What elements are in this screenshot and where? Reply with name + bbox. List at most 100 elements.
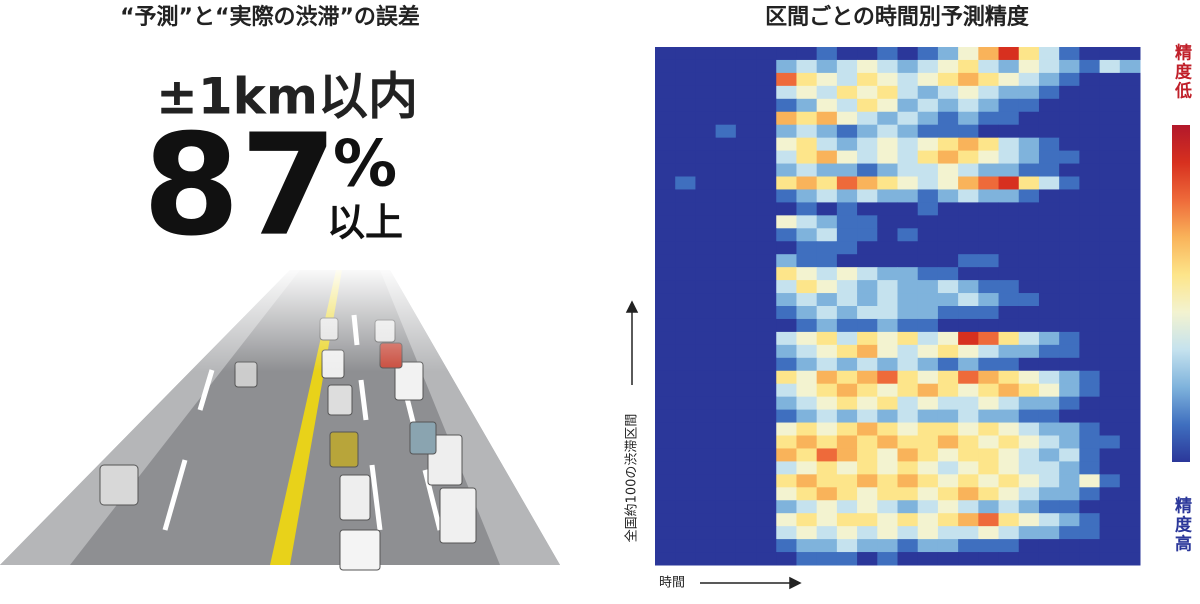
figure-suffix: 以上 [327,201,403,245]
heat-cell [695,370,717,385]
heat-cell [675,396,696,411]
heat-cell [857,59,878,74]
heat-cell [998,228,1020,242]
heat-cell [1079,150,1101,165]
heat-cell [796,85,818,100]
heat-cell [715,474,737,488]
heat-cell [958,202,979,216]
heat-cell [978,422,1000,436]
heat-cell [675,254,696,268]
heat-cell [978,474,1000,488]
heat-cell [756,331,777,346]
heat-cell [796,513,818,527]
heat-cell [937,163,959,177]
heat-cell [655,461,676,475]
heat-cell [695,461,717,475]
heat-cell [1099,487,1121,501]
heat-cell [1038,552,1060,566]
heat-cell [978,435,1000,449]
heat-cell [998,202,1020,216]
heat-cell [816,461,838,475]
heat-cell [1119,383,1141,398]
heat-cell [998,422,1020,436]
heat-cell [715,487,737,501]
heat-cell [655,306,676,320]
heat-cell [1059,461,1080,475]
heat-cell [998,461,1020,475]
heat-cell [715,293,737,307]
heat-cell [897,280,919,294]
heat-cell [937,526,959,540]
heat-cell [897,267,919,281]
heat-cell [796,189,818,203]
heat-cell [715,435,737,449]
heat-cell [715,150,737,165]
heat-cell [877,526,898,540]
heat-cell [776,383,797,398]
heat-cell [897,215,919,229]
heat-cell [655,176,676,190]
heat-cell [958,448,979,462]
heat-cell [735,435,757,449]
heat-cell [756,254,777,268]
heat-cell [836,111,858,126]
heat-cell [715,344,737,359]
heat-cell [937,318,959,333]
heat-cell [1099,526,1121,540]
heat-cell [675,539,696,553]
heat-cell [836,163,858,177]
heat-cell [695,357,717,372]
heat-cell [1059,163,1080,177]
heat-cell [715,513,737,527]
heat-cell [776,526,797,540]
heat-cell [998,539,1020,553]
heat-cell [735,111,757,126]
heat-cell [897,72,919,87]
heat-cell [998,513,1020,527]
heat-cell [836,137,858,152]
heat-cell [897,370,919,385]
heat-cell [1059,448,1080,462]
heat-cell [1099,137,1121,152]
heat-cell [715,552,737,566]
heat-cell [958,422,979,436]
heat-cell [756,202,777,216]
chart-title: 区間ごとの時間別予測精度 [765,4,1030,30]
heat-cell [1119,59,1141,74]
heat-cell [776,267,797,281]
heat-cell [1059,474,1080,488]
heat-cell [958,435,979,449]
heat-cell [756,344,777,359]
heat-cell [1038,409,1060,424]
heat-cell [655,487,676,501]
heat-cell [655,150,676,165]
heat-cell [735,280,757,294]
heat-cell [1119,461,1141,475]
heat-cell [1038,228,1060,242]
heat-cell [998,357,1020,372]
heat-cell [937,422,959,436]
heat-cell [1119,241,1141,255]
heat-cell [1099,552,1121,566]
heat-cell [655,344,676,359]
heat-cell [715,72,737,87]
heat-cell [1059,124,1080,139]
heat-cell [917,47,939,61]
heat-cell [917,409,939,424]
heat-cell [998,124,1020,139]
heat-cell [735,331,757,346]
heat-cell [1079,409,1101,424]
heat-cell [1018,500,1040,514]
heat-cell [735,396,757,411]
heat-cell [978,526,1000,540]
heat-cell [897,293,919,307]
heat-cell [796,280,818,294]
heat-cell [857,526,878,540]
heat-cell [958,344,979,359]
heat-cell [897,422,919,436]
heat-cell [877,357,898,372]
heat-cell [998,241,1020,255]
heat-cell [756,163,777,177]
heat-cell [978,487,1000,501]
heat-cell [1099,500,1121,514]
